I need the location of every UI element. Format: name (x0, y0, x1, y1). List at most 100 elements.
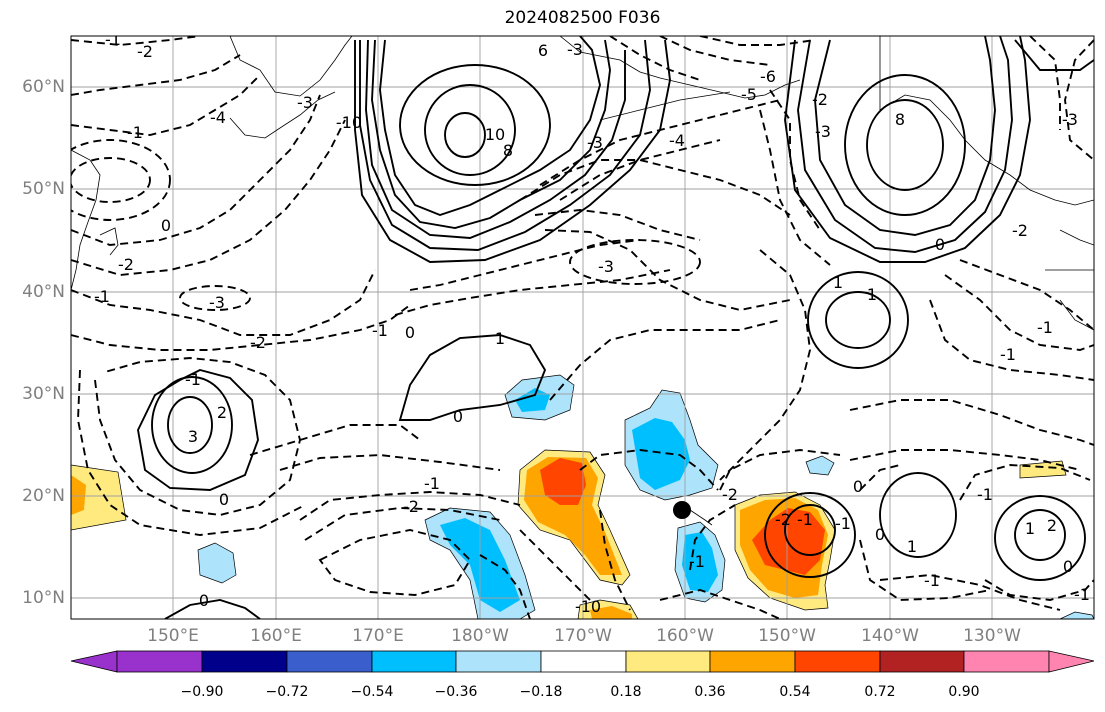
contour-label: -1 (94, 287, 110, 306)
contour-label: -2 (137, 42, 153, 61)
colorbar-extend-high (1048, 650, 1095, 673)
contour-label: -2 (775, 510, 791, 529)
contour-label: -2 (812, 90, 828, 109)
contour-label: 0 (453, 407, 463, 426)
colorbar-tick-label: −0.90 (180, 684, 224, 700)
contour-label: 8 (503, 141, 513, 160)
contour-label: -3 (297, 93, 313, 112)
contour-label: 1 (495, 329, 505, 348)
shade-orange (71, 475, 86, 515)
contour-label: 0 (935, 235, 945, 254)
lon-label-150e: 150°E (147, 626, 199, 646)
shade-cyan (632, 418, 690, 490)
contour-label: 8 (895, 110, 905, 129)
colorbar-tick-label: 0.36 (694, 684, 726, 700)
lon-label-170w: 170°W (554, 626, 612, 646)
colorbar-segment (625, 650, 711, 673)
contour-label: 3 (188, 427, 198, 446)
colorbar-tick-label: 0.90 (948, 684, 980, 700)
colorbar-tick-label: −0.18 (519, 684, 563, 700)
colorbar-segment (794, 650, 881, 673)
colorbar-tick-label: −0.36 (434, 684, 478, 700)
contour-labels: -2 -1 -4 -3 -1 6 -3 -10 10 8 -3 -4 -5 -6… (94, 30, 1090, 616)
shade-cyan (682, 532, 718, 592)
colorbar-extend-low (70, 650, 118, 673)
shade-lightblue (805, 455, 835, 476)
contour-label: -4 (669, 131, 685, 150)
contour-label: -1 (1000, 345, 1016, 364)
contour-label: -3 (815, 122, 831, 141)
contour-label: -1 (924, 571, 940, 590)
contour-label: -1 (424, 474, 440, 493)
map-frame (70, 35, 1095, 620)
contour-label: 0 (1063, 557, 1073, 576)
shade-red (540, 458, 586, 505)
contour-label: -1 (797, 510, 813, 529)
colorbar-segment (371, 650, 457, 673)
contour-label: -1 (127, 123, 143, 142)
contour-label: -2 (1012, 221, 1028, 240)
lat-label-50n: 50°N (22, 179, 65, 199)
colorbar-segment (963, 650, 1050, 673)
contour-label: 1 (1025, 519, 1035, 538)
shade-orange (590, 606, 632, 619)
colorbar-segment (709, 650, 796, 673)
contour-label: 2 (1047, 516, 1057, 535)
contour-label: -1 (977, 485, 993, 504)
shade-yellow (71, 464, 127, 531)
dashed-contours (71, 36, 1094, 619)
contour-label: 0 (161, 216, 171, 235)
shade-yellow (1019, 460, 1067, 479)
contour-label: -1 (689, 552, 705, 571)
colorbar-tick-label: −0.54 (350, 684, 394, 700)
colorbar-tick-label: 0.72 (864, 684, 896, 700)
shade-lightblue (197, 542, 237, 584)
contour-label: 0 (405, 323, 415, 342)
lon-label-150w: 150°W (758, 626, 816, 646)
lat-label-20n: 20°N (22, 486, 65, 506)
contour-label: 0 (219, 490, 229, 509)
contour-label: 1 (907, 537, 917, 556)
map-title: 2024082500 F036 (504, 8, 661, 28)
contour-label: -10 (336, 113, 362, 132)
contour-label: 0 (199, 591, 209, 610)
contour-label: -4 (210, 108, 226, 127)
contour-label: -2 (722, 485, 738, 504)
contour-label: -5 (741, 85, 757, 104)
contour-label: -1 (835, 514, 851, 533)
contour-label: 10 (485, 125, 505, 144)
contour-label: 0 (875, 525, 885, 544)
colorbar-segment (201, 650, 288, 673)
contour-label: 1 (867, 285, 877, 304)
contour-label: -2 (118, 255, 134, 274)
contour-label: -3 (567, 40, 583, 59)
shade-lightblue (1059, 611, 1094, 619)
colorbar (70, 650, 1095, 673)
colorbar-tick-label: −0.72 (265, 684, 309, 700)
contour-label: -2 (250, 333, 266, 352)
colorbar-segment (455, 650, 542, 673)
lat-label-40n: 40°N (22, 282, 65, 302)
contour-label: -6 (760, 67, 776, 86)
colorbar-segment (540, 650, 627, 673)
solid-contours (137, 36, 1094, 619)
colorbar-segment (116, 650, 203, 673)
colorbar-segment (286, 650, 373, 673)
colorbar-tick-label: 0.54 (779, 684, 811, 700)
contour-label: -3 (209, 293, 225, 312)
contour-label: -1 (575, 597, 591, 616)
colorbar-segment (879, 650, 965, 673)
lon-label-140w: 140°W (861, 626, 919, 646)
contour-label: 6 (538, 41, 548, 60)
lat-label-10n: 10°N (22, 588, 65, 608)
lat-label-60n: 60°N (22, 77, 65, 97)
lon-label-180w: 180°W (451, 626, 509, 646)
contour-label: -1 (185, 370, 201, 389)
contour-label: -1 (105, 30, 121, 49)
contour-label: 2 (217, 403, 227, 422)
shading-layer (71, 374, 1094, 619)
contour-label: -3 (1062, 110, 1078, 129)
contour-label: -1 (1074, 585, 1090, 604)
contour-label: 0 (853, 477, 863, 496)
